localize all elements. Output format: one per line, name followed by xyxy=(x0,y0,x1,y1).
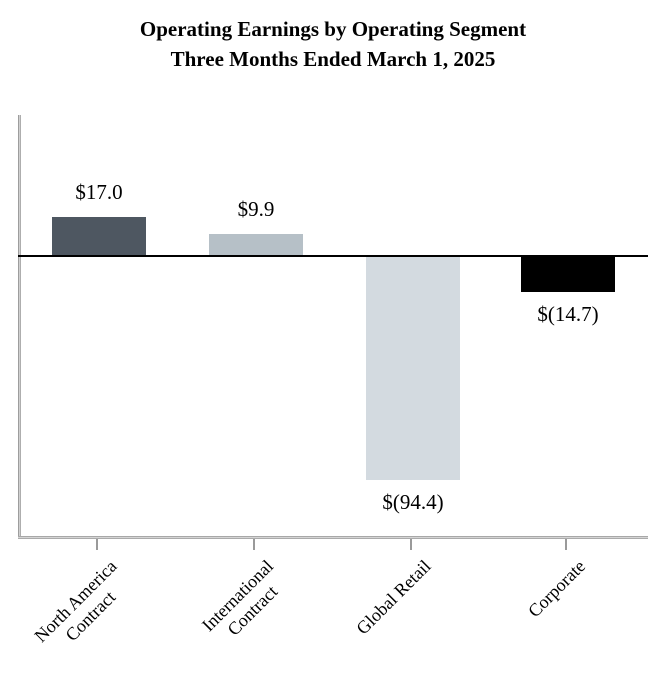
x-axis-tick xyxy=(253,539,255,550)
x-axis-label-north-america-contract: North America Contract xyxy=(30,556,121,647)
bar-corporate xyxy=(521,257,615,292)
chart-title-line1: Operating Earnings by Operating Segment xyxy=(139,17,527,41)
bar-value-label-corporate: $(14.7) xyxy=(537,301,599,326)
x-axis-label-global-retail: Global Retail xyxy=(351,556,435,639)
chart-title: Operating Earnings by Operating Segment … xyxy=(0,14,666,74)
x-axis-tick xyxy=(410,539,412,550)
x-axis-line xyxy=(18,536,648,539)
bar-global-retail xyxy=(366,257,460,481)
x-axis-label-international-contract: International Contract xyxy=(197,556,282,640)
zero-baseline xyxy=(18,255,648,257)
bar-value-label-global-retail: $(94.4) xyxy=(382,490,444,515)
x-axis-tick xyxy=(96,539,98,550)
x-axis-label-corporate: Corporate xyxy=(524,556,590,622)
chart-title-line2: Three Months Ended March 1, 2025 xyxy=(170,47,496,71)
bar-international-contract xyxy=(209,233,303,257)
bar-value-label-north-america-contract: $17.0 xyxy=(75,179,123,204)
bar-value-label-international-contract: $9.9 xyxy=(237,196,275,221)
y-axis-line xyxy=(18,115,21,539)
x-axis-tick xyxy=(565,539,567,550)
bar-north-america-contract xyxy=(52,216,146,257)
